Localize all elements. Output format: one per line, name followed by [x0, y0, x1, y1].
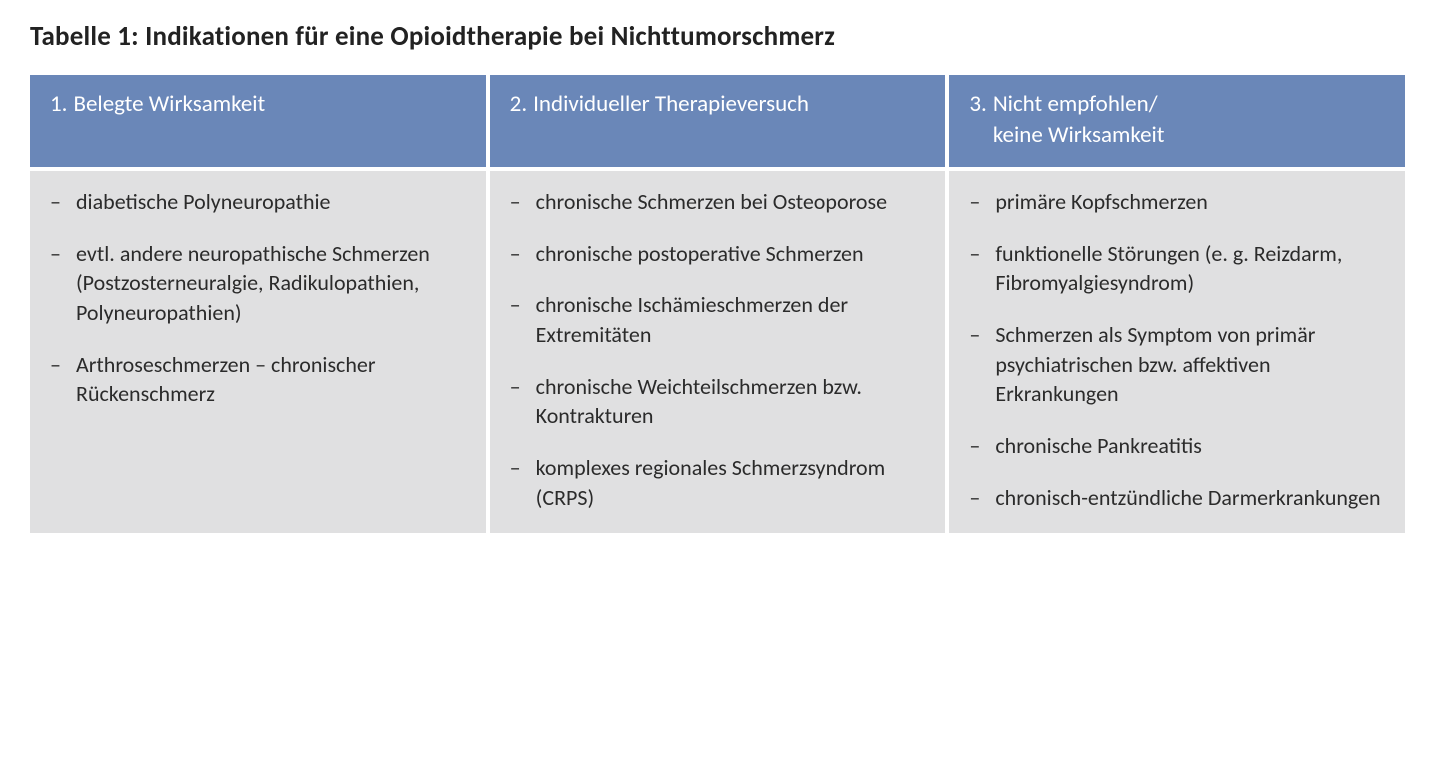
column-3-header-num: 3.: [969, 89, 986, 151]
list-item: Schmerzen als Symptom von primär psychia…: [969, 320, 1385, 409]
column-1-body: diabetische Polyneuropathie evtl. andere…: [30, 171, 486, 533]
table-caption: Tabelle 1: Indikationen für eine Opioidt…: [30, 20, 1405, 53]
list-item: chronische Weichteilschmerzen bzw. Kontr…: [510, 372, 926, 431]
column-3-header: 3. Nicht empfohlen/keine Wirksamkeit: [949, 75, 1405, 167]
list-item: chronisch-entzündliche Darm­erkrankungen: [969, 483, 1385, 513]
column-2-header: 2. Individueller Therapieversuch: [490, 75, 946, 167]
list-item: evtl. andere neuropathische Schmerzen (P…: [50, 239, 466, 328]
column-1-header: 1. Belegte Wirksamkeit: [30, 75, 486, 167]
column-3-header-text: Nicht empfohlen/keine Wirksamkeit: [993, 89, 1165, 151]
column-1: 1. Belegte Wirksamkeit diabetische Polyn…: [30, 75, 486, 533]
column-1-header-text: Belegte Wirksamkeit: [73, 89, 265, 120]
list-item: chronische Pankreatitis: [969, 431, 1385, 461]
column-2-header-text: Individueller Therapieversuch: [533, 89, 809, 120]
list-item: chronische postoperative Schmerzen: [510, 239, 926, 269]
list-item: chronische Ischämieschmerzen der Extremi…: [510, 290, 926, 349]
column-2-body: chronische Schmerzen bei Osteoporose chr…: [490, 171, 946, 533]
list-item: diabetische Polyneuropathie: [50, 187, 466, 217]
column-1-header-num: 1.: [50, 89, 67, 120]
list-item: komplexes regionales Schmerz­syndrom (CR…: [510, 453, 926, 512]
indications-table: 1. Belegte Wirksamkeit diabetische Polyn…: [30, 75, 1405, 533]
column-2-header-num: 2.: [510, 89, 527, 120]
list-item: Arthroseschmerzen – chroni­scher Rückens…: [50, 350, 466, 409]
list-item: funktionelle Störungen (e. g. Reizdarm, …: [969, 239, 1385, 298]
list-item: chronische Schmerzen bei Osteoporose: [510, 187, 926, 217]
column-2: 2. Individueller Therapieversuch chronis…: [490, 75, 946, 533]
column-3: 3. Nicht empfohlen/keine Wirksamkeit pri…: [949, 75, 1405, 533]
column-3-body: primäre Kopfschmerzen funktionelle Störu…: [949, 171, 1405, 533]
list-item: primäre Kopfschmerzen: [969, 187, 1385, 217]
